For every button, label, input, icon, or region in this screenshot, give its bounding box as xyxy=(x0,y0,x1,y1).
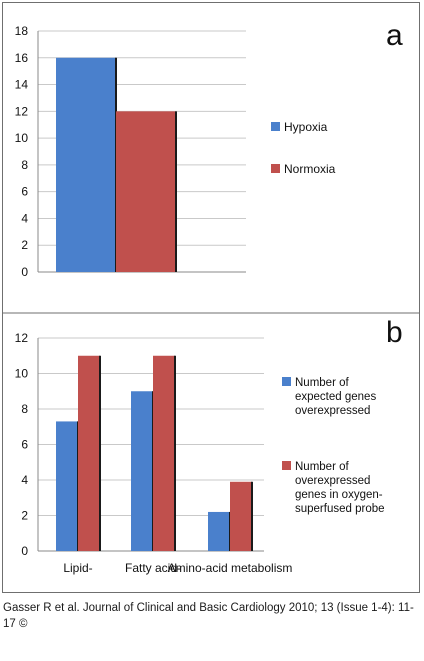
panel-a-y-tick-label: 16 xyxy=(15,51,29,65)
panel-b-bar xyxy=(78,355,100,551)
panel-b-x-tick-label: Lipid- xyxy=(63,561,92,575)
panel-b-legend-line: superfused probe xyxy=(295,503,385,515)
panel-b-y-tick-label: 2 xyxy=(21,509,28,523)
panel-b-y-tick-label: 10 xyxy=(15,367,29,381)
panel-b-legend-label: Number of expected genes overexpressed xyxy=(295,377,376,417)
panel-b-y-tick-label: 12 xyxy=(15,331,29,345)
panel-a-bar xyxy=(116,111,176,272)
panel-a-legend-label: Normoxia xyxy=(284,162,336,176)
panel-a-legend-line: Hypoxia xyxy=(284,120,328,134)
panel-b-bar xyxy=(153,355,175,551)
panel-a-y-tick-label: 6 xyxy=(21,185,28,199)
panel-b-legend-line: genes in oxygen- xyxy=(295,489,383,501)
panel-b-legend-line: Number of xyxy=(295,377,349,389)
panel-a-legend-swatch xyxy=(271,164,280,173)
panel-b-legend-line: Number of xyxy=(295,461,349,473)
panel-a-y-tick-label: 2 xyxy=(21,238,28,252)
panel-a-legend-line: Normoxia xyxy=(284,162,336,176)
panel-b-legend-line: overexpressed xyxy=(295,475,370,487)
panel-b-bar xyxy=(208,511,230,551)
panel-a-legend-label: Hypoxia xyxy=(284,120,328,134)
panel-a-label: a xyxy=(386,19,403,52)
panel-a-y-tick-label: 8 xyxy=(21,158,28,172)
panel-b-legend-label: Number of overexpressed genes in oxygen-su… xyxy=(295,461,385,515)
panel-b-y-tick-label: 0 xyxy=(21,544,28,558)
panel-b-bar xyxy=(56,421,78,551)
figure-charts: 0 2 4 6 8 10 12 14 16 18 Hypoxia Normoxia a 0 2 4 6 8 10 12… xyxy=(2,19,420,575)
panel-b-bar xyxy=(230,481,252,551)
figure-caption: Gasser R et al. Journal of Clinical and … xyxy=(3,602,414,630)
panel-b-y-tick-label: 8 xyxy=(21,402,28,416)
panel-b-legend-line: expected genes xyxy=(295,391,376,403)
panel-a-y-tick-label: 14 xyxy=(15,78,29,92)
panel-b-legend-swatch xyxy=(282,377,291,386)
panel-a-bar xyxy=(56,57,116,273)
panel-a-y-tick-label: 12 xyxy=(15,104,29,118)
panel-a-y-tick-label: 0 xyxy=(21,265,28,279)
panel-b-label: b xyxy=(386,316,403,349)
panel-b-legend-swatch xyxy=(282,461,291,470)
panel-b-x-tick-label: Fatty acid- xyxy=(125,561,181,575)
panel-a-y-tick-label: 10 xyxy=(15,131,29,145)
panel-a-y-tick-label: 4 xyxy=(21,211,28,225)
panel-b-bar xyxy=(131,391,153,551)
panel-a-legend-swatch xyxy=(271,122,280,131)
panel-b-y-tick-label: 4 xyxy=(21,473,28,487)
panel-b-legend-line: overexpressed xyxy=(295,405,370,417)
panel-a-y-tick-label: 18 xyxy=(15,24,29,38)
panel-b-x-tick-label: Amino-acid metabolism xyxy=(168,561,293,575)
panel-b-y-tick-label: 6 xyxy=(21,438,28,452)
